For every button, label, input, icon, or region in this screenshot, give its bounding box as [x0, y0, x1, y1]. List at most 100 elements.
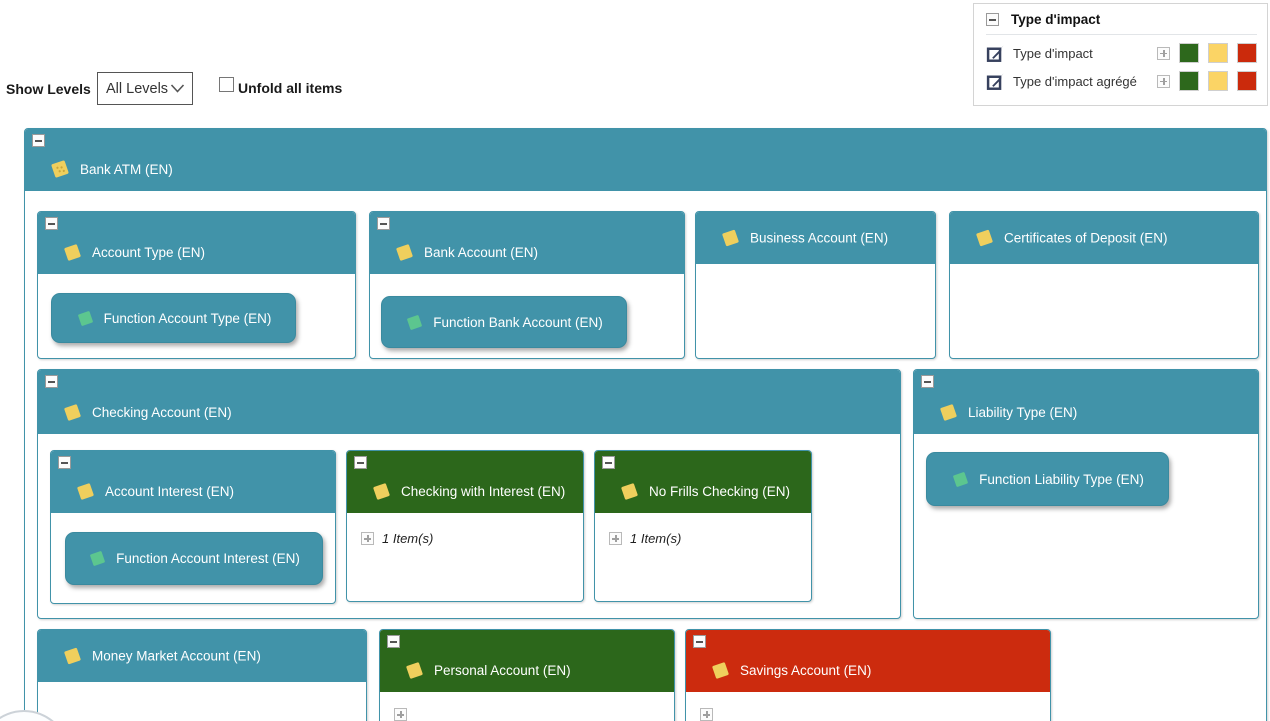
node-label: Personal Account (EN)	[434, 663, 571, 678]
unfold-all-items-checkbox[interactable]	[219, 77, 234, 92]
node-checking-with-interest: Checking with Interest (EN) 1 Item(s)	[346, 450, 584, 602]
function-account-type-button[interactable]: Function Account Type (EN)	[51, 293, 296, 343]
collapse-toggle-icon[interactable]	[45, 217, 58, 230]
paintbrush-edit-icon[interactable]	[986, 44, 1005, 63]
function-icon	[88, 549, 107, 568]
expand-items-icon[interactable]	[394, 708, 407, 721]
node-personal-account-header[interactable]: Personal Account (EN)	[380, 630, 674, 692]
node-label: Money Market Account (EN)	[92, 648, 261, 664]
collapse-toggle-icon[interactable]	[921, 375, 934, 388]
node-certificates-of-deposit-header[interactable]: Certificates of Deposit (EN)	[950, 212, 1258, 264]
items-count-label: 1 Item(s)	[630, 531, 682, 546]
node-bank-atm: Bank ATM (EN) Account Type (EN) Function…	[24, 128, 1267, 721]
entity-icon	[394, 242, 415, 263]
swatch-red	[1237, 71, 1257, 91]
collapse-toggle-icon[interactable]	[354, 456, 367, 469]
node-label: Savings Account (EN)	[740, 663, 872, 678]
function-liability-type-button[interactable]: Function Liability Type (EN)	[926, 452, 1169, 506]
node-bank-account-header[interactable]: Bank Account (EN)	[370, 212, 684, 274]
collapse-toggle-icon[interactable]	[45, 375, 58, 388]
legend-expand-icon[interactable]	[1157, 74, 1170, 88]
node-label: No Frills Checking (EN)	[649, 484, 791, 499]
node-bank-account: Bank Account (EN) Function Bank Account …	[369, 211, 685, 359]
legend-row-type-impact-agrege: Type d'impact agrégé	[986, 71, 1257, 91]
node-business-account-header[interactable]: Business Account (EN)	[696, 212, 935, 264]
expand-items-icon[interactable]	[609, 532, 622, 545]
swatch-yellow	[1208, 43, 1228, 63]
node-liability-type: Liability Type (EN) Function Liability T…	[913, 369, 1259, 619]
node-personal-account: Personal Account (EN)	[379, 629, 675, 721]
entity-icon	[62, 646, 83, 667]
paintbrush-edit-icon[interactable]	[986, 72, 1005, 91]
show-levels-dropdown[interactable]: All Levels	[97, 72, 193, 105]
node-savings-account-header[interactable]: Savings Account (EN)	[686, 630, 1050, 692]
collapse-toggle-icon[interactable]	[377, 217, 390, 230]
items-count-row[interactable]: 1 Item(s)	[609, 531, 681, 546]
entity-icon	[49, 158, 71, 180]
function-icon	[405, 313, 424, 332]
legend-collapse-icon[interactable]	[986, 13, 999, 26]
function-icon	[951, 470, 970, 489]
node-label: Checking with Interest (EN)	[401, 484, 566, 499]
collapse-toggle-icon[interactable]	[387, 635, 400, 648]
function-label: Function Account Type (EN)	[103, 310, 272, 326]
entity-icon	[619, 481, 640, 502]
node-money-market-account: Money Market Account (EN)	[37, 629, 367, 721]
legend-expand-icon[interactable]	[1157, 46, 1170, 60]
node-label: Account Interest (EN)	[105, 484, 235, 499]
entity-icon	[75, 481, 96, 502]
node-label: Account Type (EN)	[92, 245, 206, 260]
node-no-frills-checking: No Frills Checking (EN) 1 Item(s)	[594, 450, 812, 602]
node-bank-atm-header[interactable]: Bank ATM (EN)	[25, 129, 1266, 191]
node-savings-account: Savings Account (EN)	[685, 629, 1051, 721]
collapse-toggle-icon[interactable]	[58, 456, 71, 469]
collapse-toggle-icon[interactable]	[693, 635, 706, 648]
node-label: Business Account (EN)	[750, 230, 889, 246]
function-account-interest-button[interactable]: Function Account Interest (EN)	[65, 532, 323, 585]
node-checking-with-interest-header[interactable]: Checking with Interest (EN)	[347, 451, 583, 513]
node-checking-account-header[interactable]: Checking Account (EN)	[38, 370, 900, 434]
node-account-interest: Account Interest (EN) Function Account I…	[50, 450, 336, 604]
entity-icon	[62, 402, 83, 423]
expand-items-icon[interactable]	[700, 708, 713, 721]
entity-icon	[710, 660, 731, 681]
node-account-type-header[interactable]: Account Type (EN)	[38, 212, 355, 274]
node-account-type: Account Type (EN) Function Account Type …	[37, 211, 356, 359]
swatch-red	[1237, 43, 1257, 63]
swatch-green	[1179, 43, 1199, 63]
node-checking-account: Checking Account (EN) Account Interest (…	[37, 369, 901, 619]
swatch-green	[1179, 71, 1199, 91]
show-levels-label: Show Levels	[6, 81, 91, 97]
legend-item-label: Type d'impact	[1013, 45, 1093, 61]
legend-row-type-impact: Type d'impact	[986, 43, 1257, 63]
swatch-yellow	[1208, 71, 1228, 91]
node-label: Bank Account (EN)	[424, 245, 539, 260]
node-liability-type-header[interactable]: Liability Type (EN)	[914, 370, 1258, 434]
entity-icon	[720, 228, 741, 249]
expand-items-icon[interactable]	[361, 532, 374, 545]
node-money-market-account-header[interactable]: Money Market Account (EN)	[38, 630, 366, 682]
node-business-account: Business Account (EN)	[695, 211, 936, 359]
entity-icon	[974, 228, 995, 249]
node-account-interest-header[interactable]: Account Interest (EN)	[51, 451, 335, 513]
node-label: Checking Account (EN)	[92, 405, 232, 420]
function-bank-account-button[interactable]: Function Bank Account (EN)	[381, 296, 627, 348]
node-no-frills-checking-header[interactable]: No Frills Checking (EN)	[595, 451, 811, 513]
legend-title: Type d'impact	[1011, 12, 1101, 27]
entity-icon	[404, 660, 425, 681]
items-count-row[interactable]	[700, 708, 713, 721]
function-label: Function Liability Type (EN)	[979, 471, 1144, 487]
show-levels-value: All Levels	[106, 80, 169, 97]
unfold-all-items-label: Unfold all items	[238, 80, 343, 96]
items-count-row[interactable]: 1 Item(s)	[361, 531, 433, 546]
function-label: Function Bank Account (EN)	[433, 314, 603, 330]
node-label: Bank ATM (EN)	[80, 161, 173, 177]
entity-icon	[938, 402, 959, 423]
collapse-toggle-icon[interactable]	[32, 134, 45, 147]
collapse-toggle-icon[interactable]	[602, 456, 615, 469]
node-label: Liability Type (EN)	[968, 405, 1078, 420]
entity-icon	[371, 481, 392, 502]
items-count-row[interactable]	[394, 708, 407, 721]
node-label: Certificates of Deposit (EN)	[1004, 230, 1168, 246]
